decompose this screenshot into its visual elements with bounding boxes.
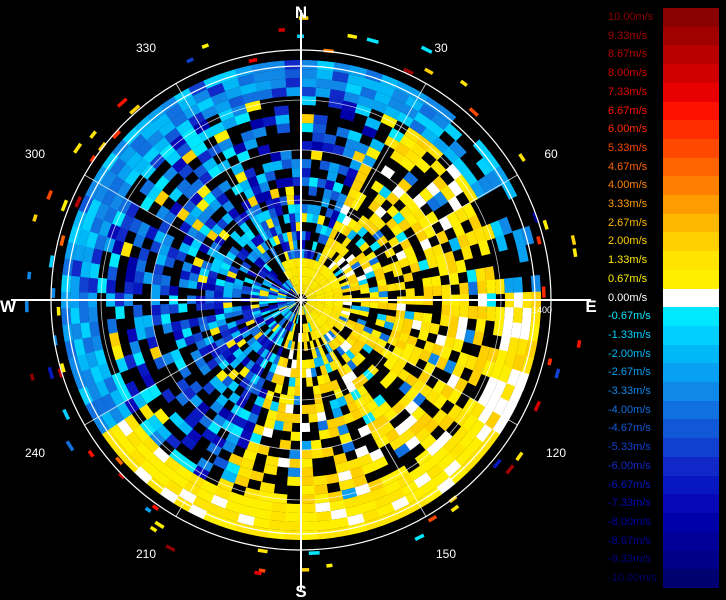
legend-swatch — [663, 344, 719, 364]
legend-swatch — [663, 400, 719, 420]
legend-label: -8.00m/s — [608, 515, 651, 528]
legend-label: -10.00m/s — [608, 572, 657, 584]
north-label: N — [295, 3, 307, 22]
legend-swatch — [663, 82, 719, 103]
legend-label: -0.67m/s — [608, 310, 651, 323]
legend-swatch — [663, 494, 719, 514]
velocity-wedges — [24, 16, 582, 576]
legend-swatch — [663, 26, 719, 46]
legend-label: 9.33m/s — [608, 29, 648, 42]
bearing-lines — [11, 10, 591, 590]
legend-label: 0.00m/s — [608, 291, 648, 304]
legend-label: -5.33m/s — [608, 441, 651, 454]
legend-swatch — [663, 531, 719, 551]
legend-label: 4.00m/s — [608, 179, 648, 192]
legend-swatch — [663, 101, 719, 121]
legend-swatch — [663, 569, 719, 589]
legend-label: -4.00m/s — [608, 403, 651, 416]
bearing-label-240: 240 — [25, 446, 45, 460]
legend-label: 2.67m/s — [608, 216, 648, 229]
range-label-1400: 1400 — [532, 305, 552, 315]
bearing-label-150: 150 — [436, 547, 456, 561]
legend-swatch — [663, 64, 719, 84]
legend-swatch — [663, 438, 719, 458]
legend-label: 8.67m/s — [608, 48, 648, 61]
legend-swatch — [663, 251, 719, 271]
legend-label: -9.33m/s — [608, 553, 651, 566]
legend-swatch — [663, 120, 719, 140]
legend-swatch — [663, 195, 719, 215]
legend-swatch — [663, 45, 719, 65]
legend-label: 4.67m/s — [608, 160, 648, 173]
legend-swatch — [663, 269, 719, 290]
legend-label: 6.67m/s — [608, 104, 648, 117]
legend-label: -6.00m/s — [608, 459, 651, 472]
bearing-label-60: 60 — [544, 147, 558, 161]
bearing-label-30: 30 — [434, 41, 448, 55]
legend-label: 10.00m/s — [608, 11, 654, 23]
bearing-label-120: 120 — [546, 446, 566, 460]
legend-swatch — [663, 176, 719, 196]
legend-label: 7.33m/s — [608, 85, 648, 98]
south-label: S — [295, 582, 306, 600]
legend-swatch — [663, 213, 719, 233]
legend-swatch — [663, 232, 719, 252]
legend-swatch — [663, 8, 719, 28]
legend-swatch — [663, 138, 719, 159]
legend-label: -3.33m/s — [608, 385, 651, 397]
legend-label: -1.33m/s — [608, 328, 651, 341]
bearing-label-210: 210 — [136, 547, 156, 561]
legend-swatch — [663, 157, 719, 177]
legend-label: -7.33m/s — [608, 497, 651, 510]
legend-label: 6.00m/s — [608, 123, 648, 136]
legend-label: 8.00m/s — [608, 67, 648, 80]
legend-swatch — [663, 363, 719, 383]
legend-swatch — [663, 288, 719, 308]
legend-label: -6.67m/s — [608, 478, 651, 491]
legend-swatch — [663, 512, 719, 533]
legend-label: 2.00m/s — [608, 235, 648, 248]
legend-label: -8.67m/s — [608, 534, 651, 547]
legend-label: 3.33m/s — [608, 198, 648, 210]
legend-swatch — [663, 307, 719, 327]
legend-label: 0.67m/s — [608, 272, 648, 285]
radar-ppi-plot: N S W E 30 60 120 150 210 240 300 330 14… — [0, 3, 597, 600]
radar-center-marker — [295, 294, 307, 306]
west-label: W — [0, 297, 17, 316]
legend-swatch — [663, 475, 719, 495]
velocity-color-legend: 10.00m/s 9.33m/s 8.67m/s 8.00m/s 7.33m/s 6.67… — [604, 0, 726, 600]
legend-swatch — [663, 325, 719, 346]
bearing-label-300: 300 — [25, 147, 45, 161]
legend-swatch — [663, 382, 719, 402]
legend-label: -2.67m/s — [608, 366, 651, 379]
legend-swatch — [663, 419, 719, 439]
legend-swatch — [663, 456, 719, 477]
legend-label: -4.67m/s — [608, 422, 651, 435]
legend-label: 5.33m/s — [608, 141, 648, 154]
east-label: E — [585, 297, 596, 316]
legend-swatch — [663, 550, 719, 570]
bearing-label-330: 330 — [136, 41, 156, 55]
legend-label: -2.00m/s — [608, 347, 651, 360]
legend-label: 1.33m/s — [608, 254, 648, 267]
